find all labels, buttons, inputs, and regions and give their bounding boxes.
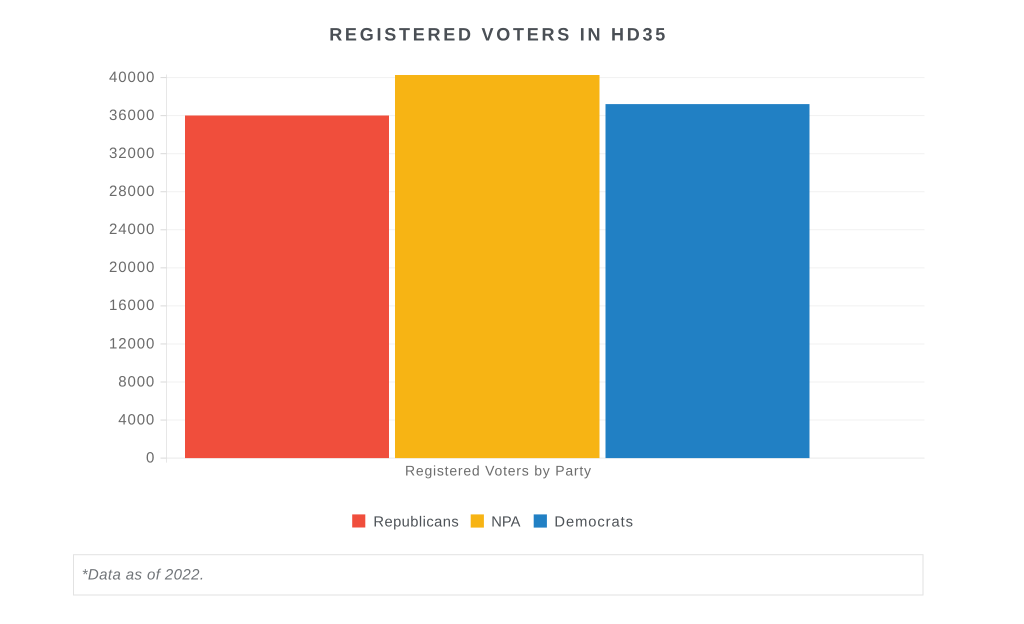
svg-text:Registered Voters by Party: Registered Voters by Party [405, 463, 592, 479]
svg-text:Republicans: Republicans [373, 515, 459, 531]
svg-text:20000: 20000 [109, 259, 155, 276]
svg-text:32000: 32000 [109, 145, 155, 162]
svg-text:28000: 28000 [109, 183, 155, 200]
svg-text:12000: 12000 [109, 335, 155, 352]
svg-text:0: 0 [146, 449, 155, 466]
svg-text:8000: 8000 [118, 373, 155, 390]
svg-text:40000: 40000 [109, 69, 155, 86]
svg-text:24000: 24000 [109, 221, 155, 238]
svg-text:4000: 4000 [118, 411, 155, 428]
svg-text:NPA: NPA [491, 515, 520, 531]
svg-text:16000: 16000 [109, 297, 155, 314]
svg-text:Democrats: Democrats [554, 515, 634, 531]
svg-text:36000: 36000 [109, 107, 155, 124]
svg-text:REGISTERED VOTERS IN HD35: REGISTERED VOTERS IN HD35 [329, 25, 668, 45]
svg-text:*Data as of 2022.: *Data as of 2022. [82, 567, 205, 584]
